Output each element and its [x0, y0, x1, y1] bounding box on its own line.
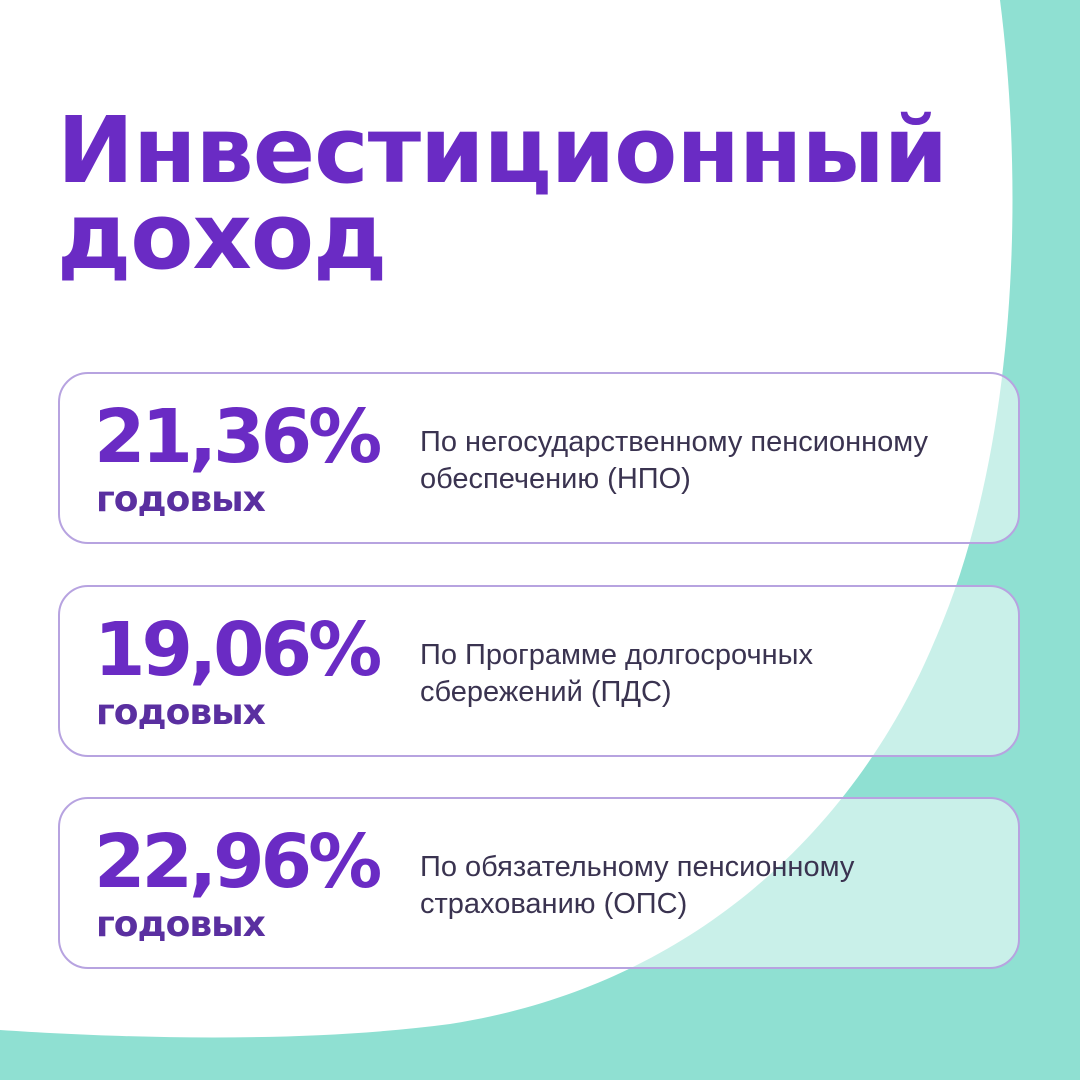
title-line-1: Инвестиционный [57, 97, 948, 204]
rate-card-npo: 21,36% годовых По негосударственному пен… [58, 372, 1020, 544]
description-line-2: обеспечению (НПО) [420, 463, 691, 495]
rate-unit-label: годовых [96, 692, 266, 733]
description-line-1: По негосударственному пенсионному [420, 426, 929, 458]
description-line-2: страхованию (ОПС) [420, 888, 688, 920]
rate-description: По обязательному пенсионному страхованию… [420, 849, 1010, 923]
description-line-1: По обязательному пенсионному [420, 851, 855, 883]
rate-card-pds: 19,06% годовых По Программе долгосрочных… [58, 585, 1020, 757]
rate-unit-label: годовых [96, 904, 266, 945]
rate-description: По Программе долгосрочных сбережений (ПД… [420, 637, 1010, 711]
description-line-2: сбережений (ПДС) [420, 676, 672, 708]
rate-value: 19,06% [94, 607, 382, 693]
rate-value: 22,96% [94, 819, 382, 905]
rate-value: 21,36% [94, 394, 382, 480]
rate-unit-label: годовых [96, 479, 266, 520]
rate-description: По негосударственному пенсионному обеспе… [420, 424, 1010, 498]
description-line-1: По Программе долгосрочных [420, 639, 814, 671]
title-line-2: доход [57, 183, 387, 290]
page-title: Инвестиционный доход [57, 97, 948, 290]
rate-card-ops: 22,96% годовых По обязательному пенсионн… [58, 797, 1020, 969]
